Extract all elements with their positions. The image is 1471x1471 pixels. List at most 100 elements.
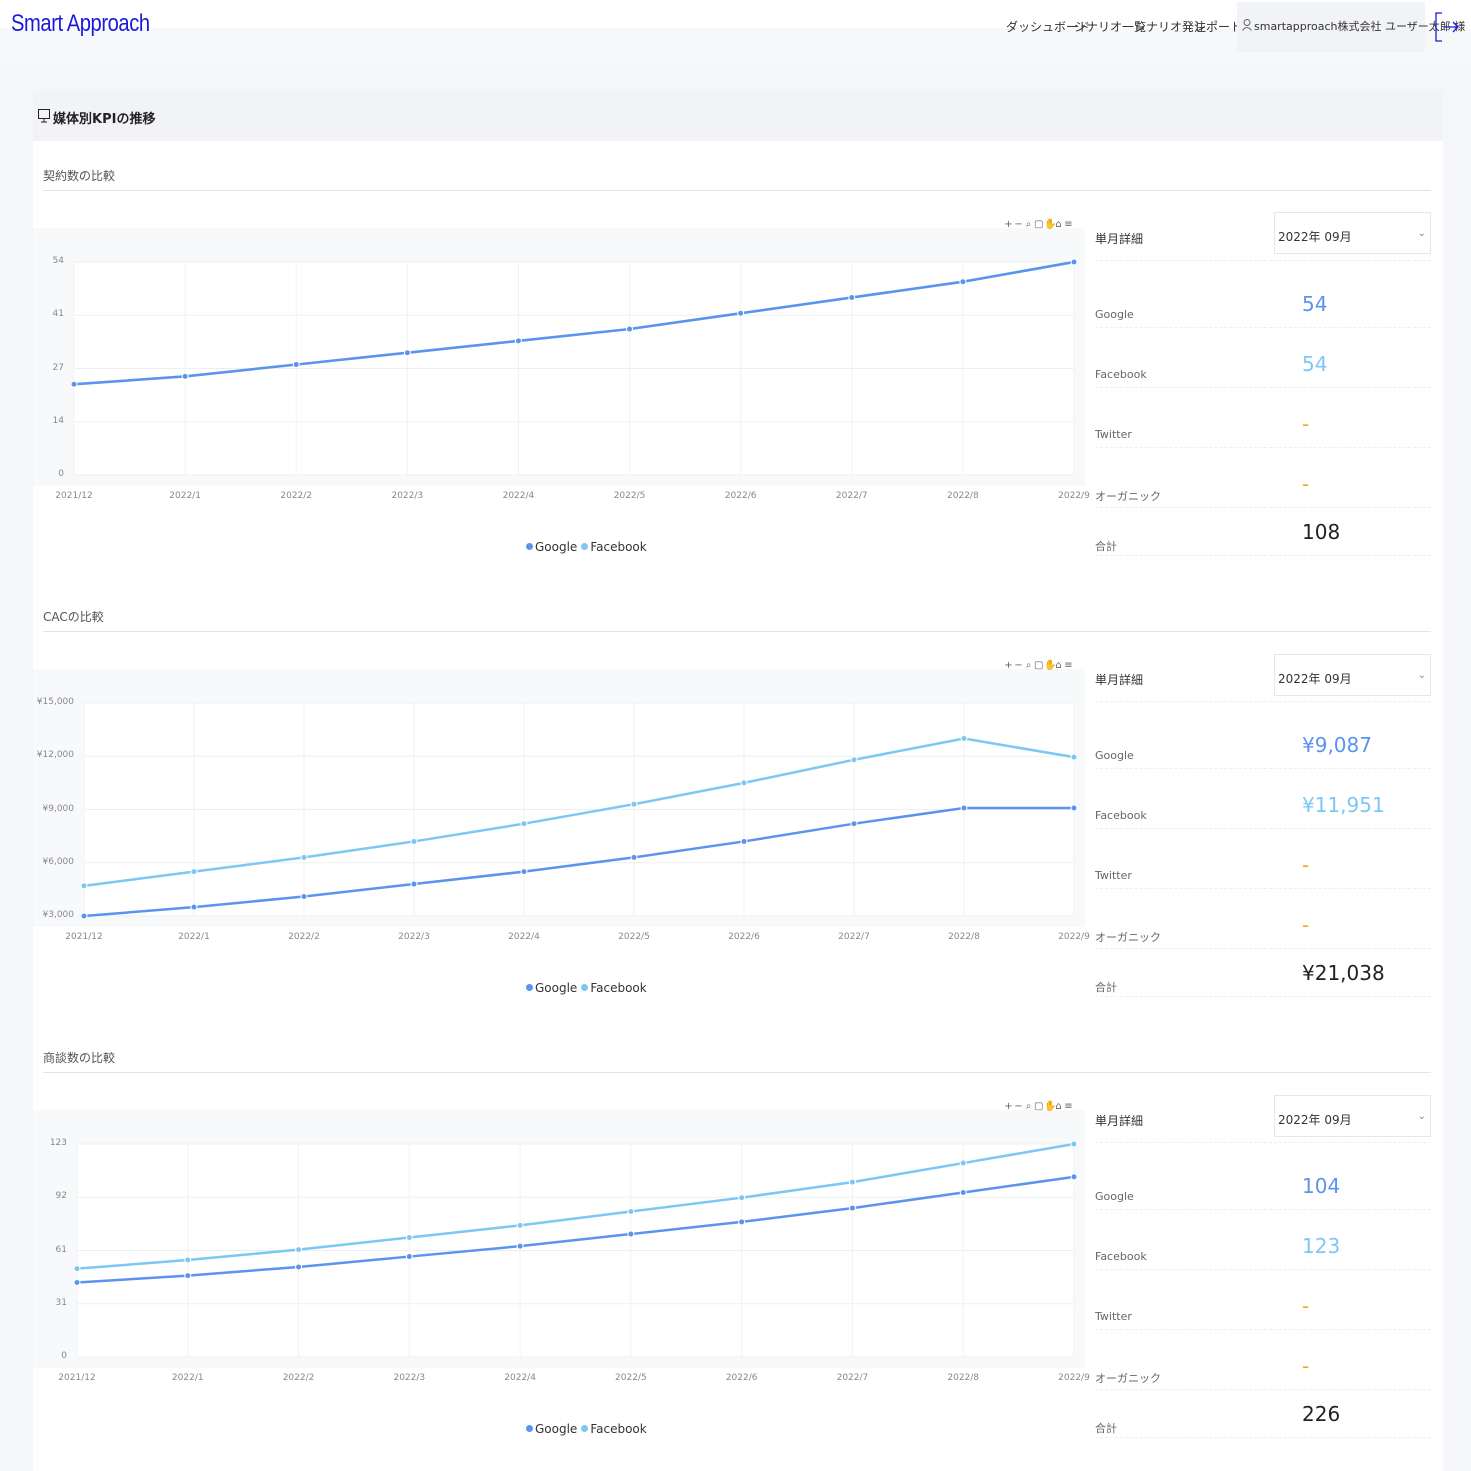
legend-item-facebook[interactable]: Facebook [581,1422,647,1436]
zoom-select-icon[interactable]: ⌕ [1025,660,1033,671]
x-tick-label: 2022/9 [1058,932,1090,942]
series-line-google [83,806,1074,918]
data-point-google [73,1279,81,1287]
menu-icon[interactable]: ≡ [1064,1101,1074,1112]
series-line-facebook [76,1142,1075,1270]
month-select[interactable]: 2022年 09月 ⌄ [1274,654,1431,696]
x-tick-label: 2022/1 [169,491,201,501]
brand-logo[interactable]: Smart Approach [11,10,150,37]
detail-row-divider [1095,507,1431,508]
detail-total-value: 226 [1302,1402,1341,1426]
detail-row-value: 54 [1302,292,1328,316]
nav-scenario-list[interactable]: シナリオ一覧 [1074,20,1147,34]
zoom-out-icon[interactable]: − [1014,1101,1024,1112]
x-tick-label: 2021/12 [55,491,93,501]
detail-row-label: Google [1095,1190,1134,1203]
x-tick-label: 2022/1 [171,1373,204,1383]
x-tick-label: 2022/5 [618,932,650,942]
nav-report[interactable]: レポート [1194,20,1243,34]
data-point-google [848,294,856,301]
x-tick-label: 2022/7 [838,932,870,942]
legend-item-facebook[interactable]: Facebook [581,981,647,995]
month-select[interactable]: 2022年 09月 ⌄ [1274,1095,1431,1137]
chart-toolbar: +− ⌕ ▢✋⌂ ≡ [1004,217,1074,230]
x-tick-label: 2022/2 [288,932,320,942]
zoom-in-icon[interactable]: + [1004,1101,1014,1112]
line-chart [73,1140,1078,1358]
home-icon[interactable]: ⌂ [1055,219,1063,230]
pan-icon[interactable]: ✋ [1044,1101,1058,1112]
x-tick-label: 2022/3 [391,491,424,501]
detail-row-value: - [1302,1294,1310,1318]
detail-label: 単月詳細 [1095,232,1144,246]
legend-marker [526,543,533,550]
x-tick-label: 2021/12 [65,932,103,942]
data-point-facebook [850,756,858,764]
x-tick-label: 2022/6 [728,932,760,942]
data-point-facebook [1070,1140,1078,1148]
detail-label: 単月詳細 [1095,673,1144,687]
month-select-value: 2022年 09月 [1278,230,1352,244]
detail-row-value: ¥9,087 [1302,733,1372,757]
zoom-in-icon[interactable]: + [1004,660,1014,671]
data-point-google [190,903,198,911]
detail-label: 単月詳細 [1095,1114,1144,1128]
data-point-google [959,1188,967,1196]
x-tick-label: 2022/3 [398,932,430,942]
zoom-in-icon[interactable]: + [1004,219,1014,230]
home-icon[interactable]: ⌂ [1055,660,1063,671]
data-point-google [410,880,418,888]
x-tick-label: 2022/3 [393,1373,426,1383]
select-icon[interactable]: ▢ [1034,1101,1045,1112]
y-tick-label: ¥3,000 [42,910,75,920]
user-icon [1242,19,1252,31]
pan-icon[interactable]: ✋ [1044,219,1058,230]
x-tick-label: 2022/6 [725,1373,758,1383]
nav-dashboard[interactable]: ダッシュボード [1006,20,1091,34]
data-point-google [520,868,528,876]
data-point-google [1070,1173,1078,1181]
data-point-facebook [410,837,418,845]
series-line-google [73,260,1075,386]
detail-row-divider [1095,387,1431,388]
detail-row-divider [1095,555,1431,556]
data-point-facebook [740,779,748,787]
y-tick-label: ¥12,000 [36,750,74,761]
legend-marker [526,984,533,991]
x-tick-label: 2022/9 [1058,491,1090,501]
data-point-facebook [516,1221,524,1229]
detail-total-label: 合計 [1095,540,1117,553]
zoom-select-icon[interactable]: ⌕ [1025,1101,1033,1112]
x-tick-label: 2022/5 [613,491,646,501]
legend-item-google[interactable]: Google [526,981,577,995]
month-select[interactable]: 2022年 09月 ⌄ [1274,212,1431,254]
home-icon[interactable]: ⌂ [1055,1101,1063,1112]
detail-row-label: オーガニック [1095,1372,1161,1385]
zoom-out-icon[interactable]: − [1014,219,1024,230]
x-tick-label: 2022/4 [504,1373,536,1383]
menu-icon[interactable]: ≡ [1064,219,1074,230]
legend-item-google[interactable]: Google [526,540,577,554]
user-menu[interactable] [1237,2,1425,52]
legend-item-facebook[interactable]: Facebook [581,540,647,554]
data-point-google [80,912,88,920]
nav-scenario-order[interactable]: シナリオ発注 [1134,20,1207,34]
select-icon[interactable]: ▢ [1034,219,1045,230]
detail-row-divider [1095,828,1431,829]
pan-icon[interactable]: ✋ [1044,660,1058,671]
detail-row-label: Facebook [1095,368,1147,381]
y-tick-label: 123 [49,1138,67,1148]
legend-item-google[interactable]: Google [526,1422,577,1436]
user-name[interactable]: smartapproach株式会社 ユーザー太郎 様 [1254,20,1466,33]
y-tick-label: 0 [61,1351,67,1361]
line-chart [70,258,1078,476]
logout-icon[interactable] [1434,12,1460,42]
detail-row-value: - [1302,472,1310,496]
detail-row-value: - [1302,853,1310,877]
select-icon[interactable]: ▢ [1034,660,1045,671]
zoom-select-icon[interactable]: ⌕ [1025,219,1033,230]
y-tick-label: ¥9,000 [42,803,75,814]
menu-icon[interactable]: ≡ [1064,660,1074,671]
x-tick-label: 2022/4 [508,932,540,942]
zoom-out-icon[interactable]: − [1014,660,1024,671]
